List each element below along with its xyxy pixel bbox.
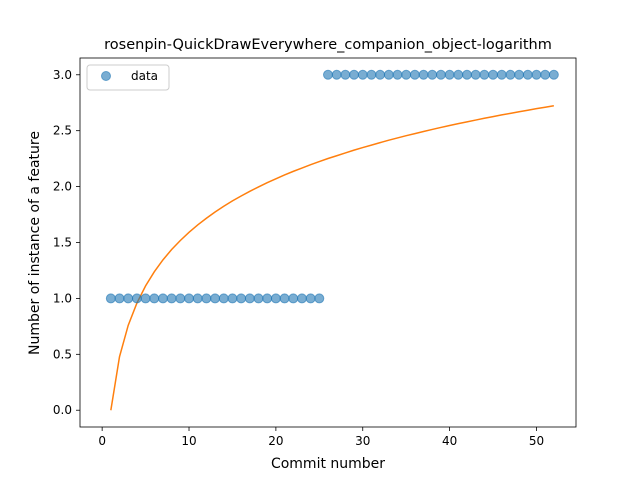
legend: data: [86, 64, 170, 91]
data-point: [531, 69, 542, 80]
data-point: [149, 293, 160, 304]
data-point: [244, 293, 255, 304]
plot-area: [105, 69, 559, 411]
chart-title: rosenpin-QuickDrawEverywhere_companion_o…: [104, 37, 552, 53]
data-point: [288, 293, 299, 304]
x-tick-label: 30: [355, 434, 370, 448]
data-point: [105, 293, 116, 304]
y-tick-label: 1.0: [53, 291, 72, 305]
data-point: [123, 293, 134, 304]
data-point: [366, 69, 377, 80]
y-tick-label: 2.5: [53, 124, 72, 138]
legend-marker-data: [101, 71, 111, 81]
data-point: [392, 69, 403, 80]
data-point: [253, 293, 264, 304]
data-point: [279, 293, 290, 304]
x-tick-label: 40: [442, 434, 457, 448]
data-point: [131, 293, 142, 304]
data-point: [418, 69, 429, 80]
data-point: [305, 293, 316, 304]
data-point: [184, 293, 195, 304]
data-point: [262, 293, 273, 304]
data-point: [548, 69, 559, 80]
x-tick-label: 0: [98, 434, 106, 448]
data-point: [296, 293, 307, 304]
y-tick-label: 0.5: [53, 347, 72, 361]
data-point: [157, 293, 168, 304]
x-tick-label: 50: [529, 434, 544, 448]
y-tick-label: 2.0: [53, 180, 72, 194]
data-point: [375, 69, 386, 80]
plot-frame: [79, 57, 577, 428]
data-point: [522, 69, 533, 80]
y-axis-label: Number of instance of a feature: [27, 131, 43, 355]
data-point: [514, 69, 525, 80]
y-axis: 0.0 0.5 1.0 1.5 2.0 2.5 3.0: [53, 68, 80, 417]
x-axis: 0 10 20 30 40 50: [98, 427, 544, 448]
data-point: [409, 69, 420, 80]
data-point: [470, 69, 481, 80]
data-point: [505, 69, 516, 80]
data-point: [453, 69, 464, 80]
y-tick-label: 1.5: [53, 236, 72, 250]
y-tick-label: 0.0: [53, 403, 72, 417]
data-point: [201, 293, 212, 304]
data-point: [314, 293, 325, 304]
x-tick-label: 10: [181, 434, 196, 448]
data-point: [357, 69, 368, 80]
data-point: [331, 69, 342, 80]
data-point: [461, 69, 472, 80]
data-point: [435, 69, 446, 80]
data-point: [444, 69, 455, 80]
data-point: [427, 69, 438, 80]
data-point: [349, 69, 360, 80]
data-point: [210, 293, 221, 304]
data-point: [192, 293, 203, 304]
data-point: [218, 293, 229, 304]
data-point: [383, 69, 394, 80]
fit-line: [110, 105, 554, 411]
data-point: [401, 69, 412, 80]
data-point: [340, 69, 351, 80]
data-point: [479, 69, 490, 80]
data-point: [323, 69, 333, 80]
x-tick-label: 20: [268, 434, 283, 448]
data-point: [540, 69, 551, 80]
data-point: [236, 293, 247, 304]
data-point: [114, 293, 125, 304]
y-tick-label: 3.0: [53, 68, 72, 82]
data-point: [488, 69, 499, 80]
data-point: [166, 293, 177, 304]
data-point: [140, 293, 151, 304]
legend-label-data: data: [131, 69, 158, 83]
x-axis-label: Commit number: [271, 456, 385, 472]
data-point: [227, 293, 238, 304]
data-point: [175, 293, 186, 304]
data-point: [270, 293, 281, 304]
data-point: [496, 69, 507, 80]
